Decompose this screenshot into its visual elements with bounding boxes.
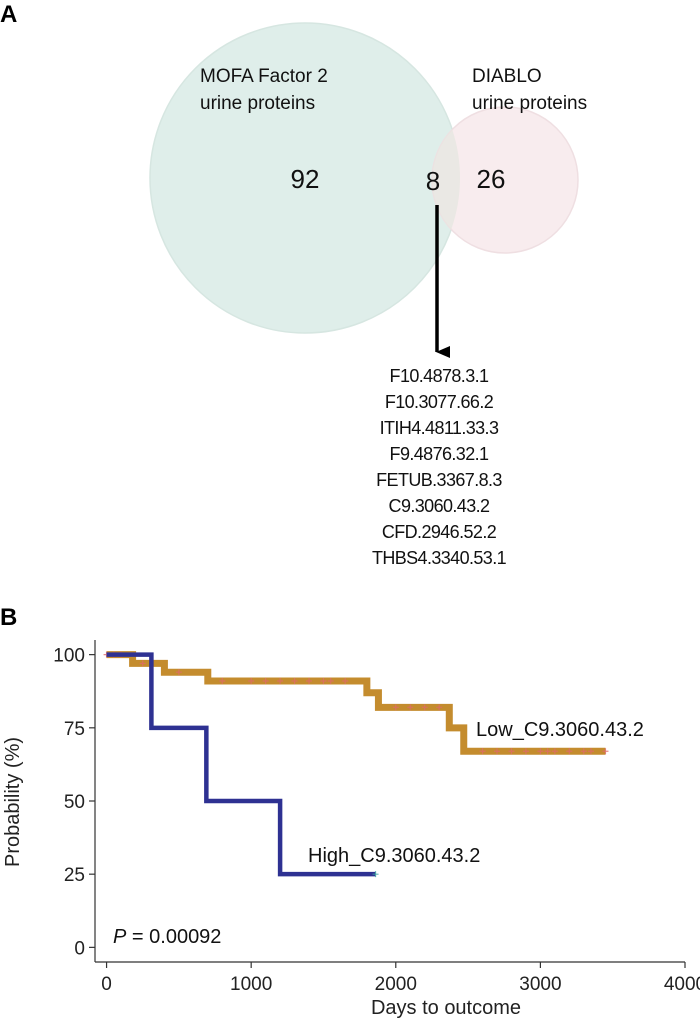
- x-axis-title: Days to outcome: [371, 997, 521, 1019]
- x-axis-ticks: 0 1000 2000 3000 4000: [101, 962, 700, 995]
- y-axis-title: Probability (%): [2, 737, 24, 867]
- km-chart: 0 25 50 75 100 0 1000 2000 3000 4000 Probability…: [2, 640, 700, 1019]
- censor-mark: [537, 748, 544, 755]
- venn-count-mofa-only: 92: [291, 164, 320, 194]
- censor-mark: [407, 704, 414, 711]
- protein-item: FETUB.3367.8.3: [376, 470, 502, 490]
- censor-mark: [175, 669, 182, 676]
- y-axis-ticks: 0 25 50 75 100: [53, 646, 95, 959]
- y-tick-label: 50: [64, 792, 85, 813]
- censor-mark: [392, 704, 399, 711]
- km-series-group: [103, 651, 609, 878]
- y-tick-label: 75: [64, 719, 85, 740]
- protein-item: F10.4878.3.1: [390, 366, 489, 386]
- censor-mark: [588, 748, 595, 755]
- protein-item: CFD.2946.52.2: [382, 522, 497, 542]
- censor-mark: [566, 748, 573, 755]
- p-value-symbol: P: [113, 926, 127, 948]
- protein-item: F10.3077.66.2: [385, 392, 494, 412]
- censor-mark: [219, 677, 226, 684]
- censor-mark: [421, 704, 428, 711]
- venn-label-diablo-line2: urine proteins: [472, 93, 587, 114]
- x-tick-label: 3000: [519, 974, 561, 995]
- protein-item: ITIH4.4811.33.3: [380, 418, 499, 438]
- censor-mark: [291, 677, 298, 684]
- x-tick-label: 2000: [375, 974, 417, 995]
- censor-mark: [436, 704, 443, 711]
- km-curve-low: [106, 651, 606, 755]
- venn-label-diablo-line1: DIABLO: [472, 66, 542, 87]
- censor-mark: [342, 677, 349, 684]
- x-tick-label: 1000: [230, 974, 272, 995]
- censor-mark: [372, 871, 379, 878]
- venn-circle-diablo: [431, 106, 579, 254]
- p-value-annotation: P = 0.00092: [113, 926, 221, 948]
- km-curve-high: [106, 652, 376, 877]
- venn-count-diablo-only: 26: [477, 164, 506, 194]
- panel-a-letter: A: [0, 1, 17, 28]
- censor-mark: [479, 748, 486, 755]
- shared-protein-list: F10.4878.3.1 F10.3077.66.2 ITIH4.4811.33…: [372, 366, 507, 568]
- p-value-number: = 0.00092: [126, 926, 221, 948]
- venn-label-mofa-line1: MOFA Factor 2: [200, 66, 328, 87]
- censor-mark: [320, 677, 327, 684]
- censor-mark: [602, 748, 609, 755]
- censor-mark: [508, 748, 515, 755]
- censor-mark: [262, 677, 269, 684]
- censor-mark: [248, 677, 255, 684]
- censor-mark: [494, 748, 501, 755]
- venn-overlap-region: [432, 129, 460, 230]
- protein-item: C9.3060.43.2: [389, 496, 490, 516]
- censor-mark: [306, 677, 313, 684]
- legend-label-high: High_C9.3060.43.2: [308, 845, 480, 867]
- venn-label-mofa-line2: urine proteins: [200, 93, 315, 114]
- censor-mark: [544, 748, 551, 755]
- x-tick-label: 0: [101, 974, 112, 995]
- protein-item: F9.4876.32.1: [390, 444, 489, 464]
- censor-mark: [139, 660, 146, 667]
- censor-mark: [551, 748, 558, 755]
- censor-mark: [580, 748, 587, 755]
- legend-label-low: Low_C9.3060.43.2: [476, 719, 644, 741]
- y-tick-label: 25: [64, 865, 85, 886]
- protein-item: THBS4.3340.53.1: [372, 548, 507, 568]
- panel-b-letter: B: [0, 604, 17, 631]
- y-tick-label: 0: [74, 938, 85, 959]
- x-tick-label: 4000: [664, 974, 700, 995]
- y-tick-label: 100: [53, 646, 85, 667]
- censor-mark: [277, 677, 284, 684]
- venn-diagram: MOFA Factor 2 urine proteins DIABLO urin…: [149, 22, 587, 358]
- censor-mark: [522, 748, 529, 755]
- censor-mark: [327, 677, 334, 684]
- venn-count-overlap: 8: [426, 166, 440, 196]
